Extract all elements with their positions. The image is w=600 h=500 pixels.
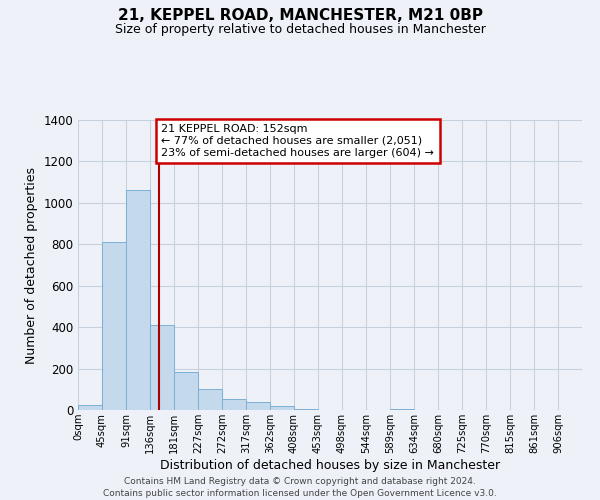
Text: Contains public sector information licensed under the Open Government Licence v3: Contains public sector information licen…	[103, 489, 497, 498]
X-axis label: Distribution of detached houses by size in Manchester: Distribution of detached houses by size …	[160, 458, 500, 471]
Bar	[198, 390, 222, 410]
Text: 21 KEPPEL ROAD: 152sqm
← 77% of detached houses are smaller (2,051)
23% of semi-: 21 KEPPEL ROAD: 152sqm ← 77% of detached…	[161, 124, 434, 158]
Y-axis label: Number of detached properties: Number of detached properties	[25, 166, 38, 364]
Bar	[150, 325, 174, 410]
Bar	[270, 406, 294, 410]
Bar	[246, 402, 270, 410]
Bar	[390, 409, 414, 410]
Bar	[102, 242, 126, 410]
Text: Contains HM Land Registry data © Crown copyright and database right 2024.: Contains HM Land Registry data © Crown c…	[124, 478, 476, 486]
Bar	[294, 409, 318, 410]
Text: Size of property relative to detached houses in Manchester: Size of property relative to detached ho…	[115, 22, 485, 36]
Text: 21, KEPPEL ROAD, MANCHESTER, M21 0BP: 21, KEPPEL ROAD, MANCHESTER, M21 0BP	[118, 8, 482, 22]
Bar	[222, 398, 246, 410]
Bar	[126, 190, 150, 410]
Bar	[78, 405, 102, 410]
Bar	[174, 372, 198, 410]
